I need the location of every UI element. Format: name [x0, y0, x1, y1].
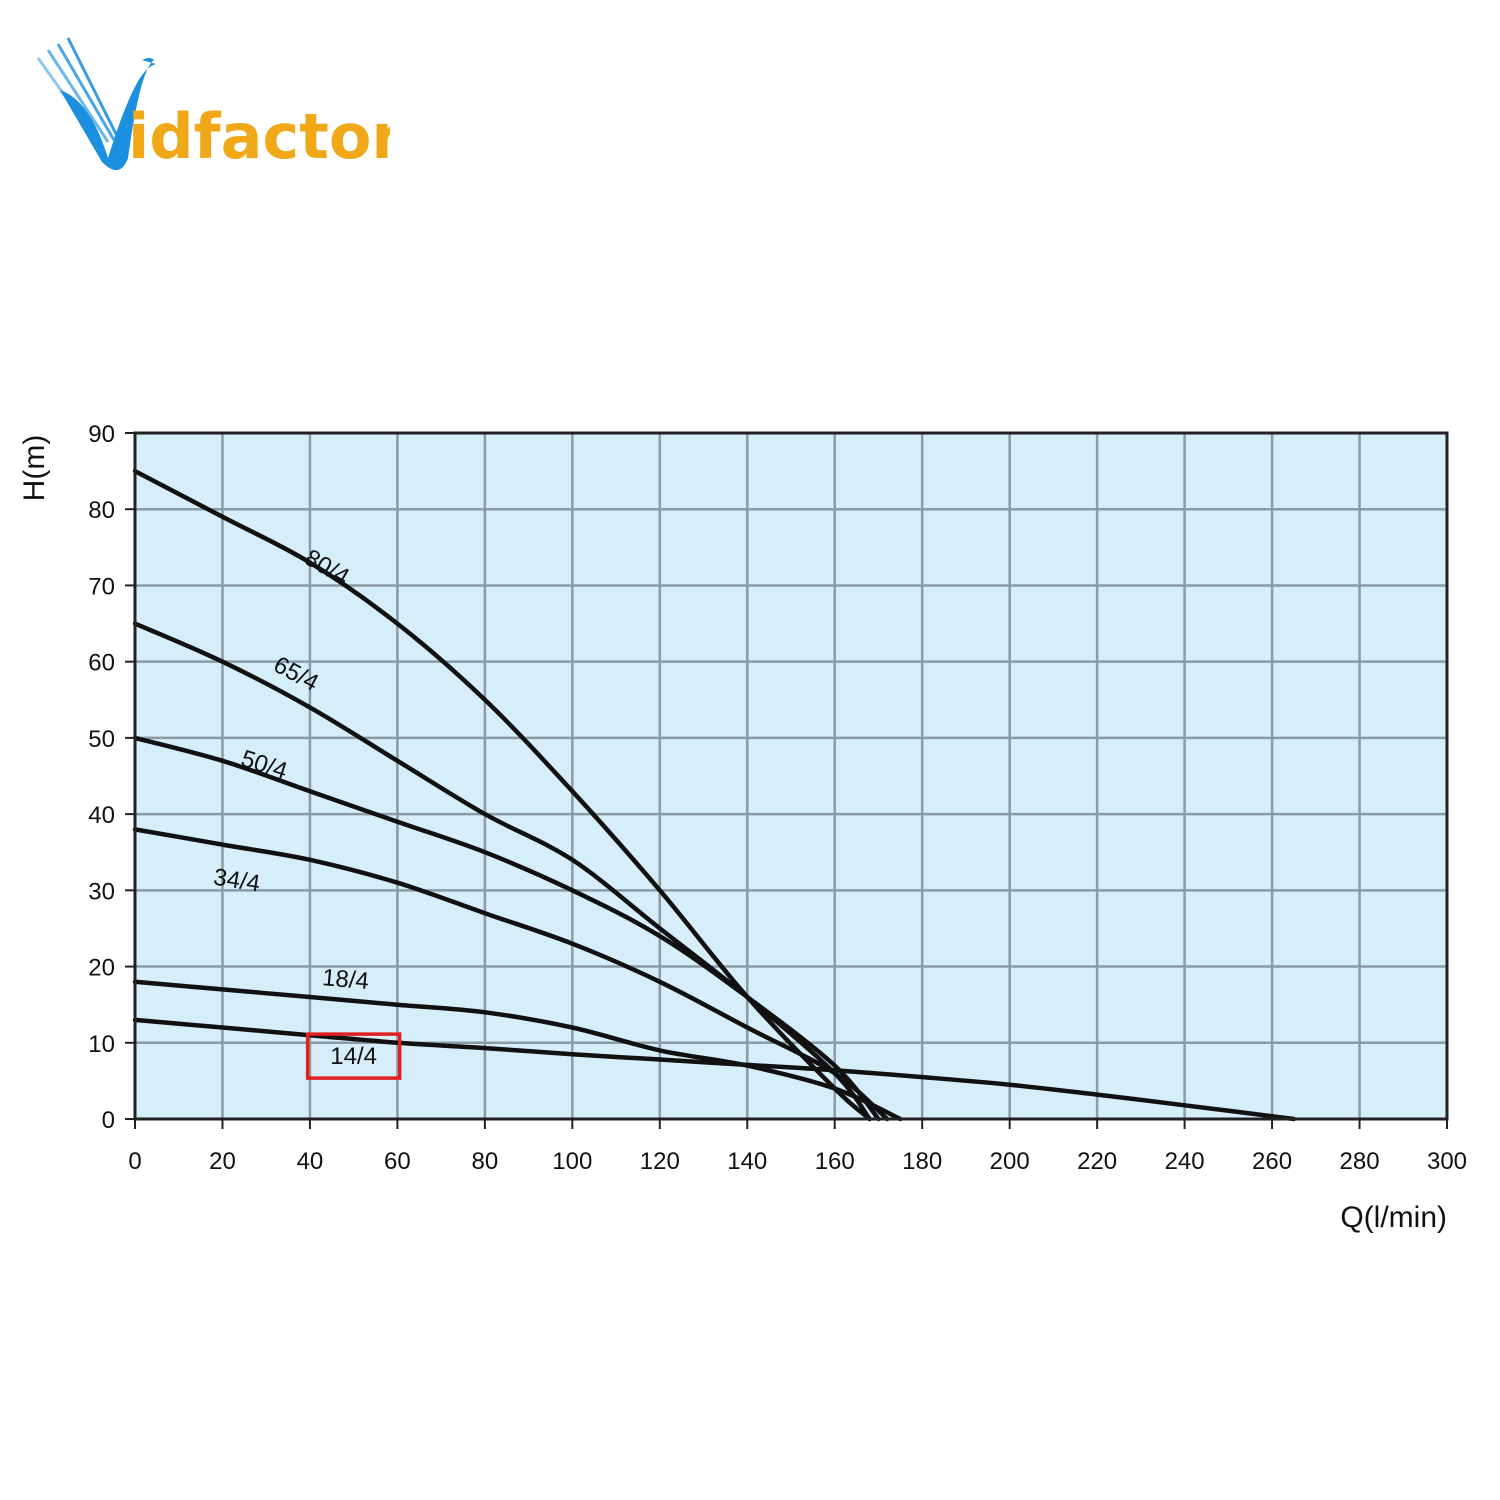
- y-tick-label: 30: [88, 878, 115, 905]
- x-tick-label: 220: [1077, 1148, 1117, 1175]
- curve-18-4: [132, 979, 903, 1122]
- x-tick-label: 200: [990, 1148, 1030, 1175]
- pump-curves: [132, 468, 1297, 1122]
- x-tick-label: 20: [209, 1148, 236, 1175]
- highlight-box-14-4: [305, 1032, 402, 1080]
- x-tick-label: 300: [1427, 1148, 1467, 1175]
- x-axis-title: Q(l/min): [1340, 1201, 1447, 1234]
- x-tick-label: 160: [815, 1148, 855, 1175]
- x-tick-label: 80: [472, 1148, 499, 1175]
- x-tick-label: 0: [128, 1148, 141, 1175]
- y-tick-label: 70: [88, 573, 115, 600]
- x-tick-label: 120: [640, 1148, 680, 1175]
- y-tick-label: 80: [88, 497, 115, 524]
- plot-area: [135, 433, 1447, 1119]
- curve-label-18-4: 18/4: [321, 964, 370, 995]
- x-tick-label: 180: [902, 1148, 942, 1175]
- y-tick-label: 50: [88, 726, 115, 753]
- x-axis-ticks: 0 20 40 60 80 100 120 140 160 180 200 220 240 260 280 3…: [128, 1119, 1467, 1175]
- plot-frame: [133, 431, 1449, 1121]
- logo-v-mark: [60, 58, 156, 171]
- curve-80-4: [132, 468, 872, 1122]
- x-tick-label: 260: [1252, 1148, 1292, 1175]
- y-tick-label: 20: [88, 955, 115, 982]
- y-tick-label: 10: [88, 1031, 115, 1058]
- y-tick-label: 0: [102, 1107, 115, 1134]
- curve-50-4: [132, 735, 881, 1122]
- y-axis-ticks: 0 10 20 30 40 50 60 70 80 90: [88, 421, 135, 1134]
- vidfactor-logo: V idfactor: [36, 37, 390, 173]
- logo-wordmark: idfactor: [128, 100, 390, 173]
- curve-label-14-4: 14/4: [330, 1043, 377, 1070]
- x-tick-label: 100: [552, 1148, 592, 1175]
- y-tick-label: 90: [88, 421, 115, 448]
- y-tick-label: 40: [88, 802, 115, 829]
- curve-14-4: [132, 1017, 1297, 1122]
- x-tick-label: 60: [384, 1148, 411, 1175]
- y-axis-title: H(m): [18, 435, 51, 502]
- x-tick-label: 140: [727, 1148, 767, 1175]
- x-tick-label: 40: [297, 1148, 324, 1175]
- curve-34-4: [132, 827, 890, 1122]
- x-tick-label: 280: [1340, 1148, 1380, 1175]
- x-tick-label: 240: [1165, 1148, 1205, 1175]
- y-tick-label: 60: [88, 650, 115, 677]
